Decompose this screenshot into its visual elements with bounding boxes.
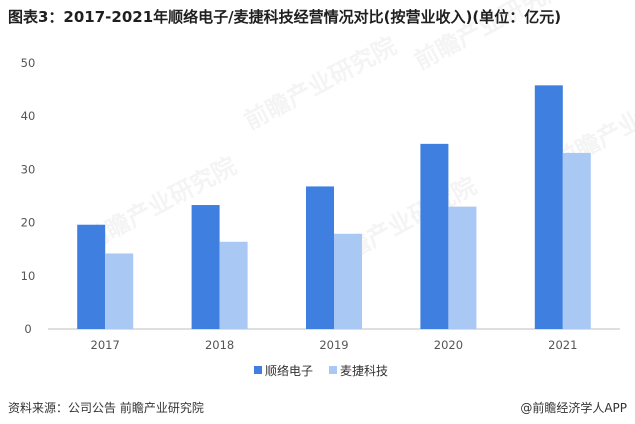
x-tick-label-2020: 2020: [434, 338, 463, 352]
bar-2021-series-2: [562, 152, 591, 329]
brand-credit: @前瞻经济学人APP: [520, 401, 627, 415]
source-note: 资料来源：公司公告 前瞻产业研究院: [8, 401, 204, 415]
watermark-text-0: 前瞻产业研究院: [240, 32, 401, 136]
bar-2018-series-1: [191, 205, 220, 329]
legend-swatch-1: [254, 366, 262, 374]
bar-2017-series-2: [105, 253, 134, 329]
bar-2020-series-1: [420, 143, 449, 329]
bar-2018-series-2: [219, 241, 248, 329]
chart-title: 图表3：2017-2021年顺络电子/麦捷科技经营情况对比(按营业收入)(单位：…: [8, 8, 562, 26]
x-axis-ticks: 2017 2018 2019 2020 2021: [91, 338, 578, 352]
y-tick-label-10: 10: [21, 269, 36, 283]
bars: [77, 85, 591, 330]
bar-2020-series-2: [448, 206, 477, 329]
legend: 顺络电子 麦捷科技: [254, 363, 388, 378]
bar-2021-series-1: [534, 85, 563, 330]
y-tick-label-50: 50: [21, 56, 36, 70]
y-tick-label-30: 30: [21, 162, 36, 176]
y-axis-ticks: 0 10 20 30 40 50: [21, 56, 36, 336]
y-tick-label-0: 0: [24, 322, 31, 336]
legend-label-1: 顺络电子: [265, 363, 313, 378]
legend-swatch-2: [329, 366, 337, 374]
x-tick-label-2018: 2018: [205, 338, 234, 352]
bar-2019-series-2: [334, 233, 362, 329]
bar-2019-series-1: [306, 186, 334, 329]
y-tick-label-20: 20: [21, 216, 36, 230]
x-tick-label-2017: 2017: [91, 338, 120, 352]
y-tick-label-40: 40: [21, 109, 36, 123]
bar-2017-series-1: [77, 224, 106, 329]
x-tick-label-2019: 2019: [319, 338, 348, 352]
legend-label-2: 麦捷科技: [340, 364, 388, 378]
x-tick-label-2021: 2021: [548, 338, 577, 352]
